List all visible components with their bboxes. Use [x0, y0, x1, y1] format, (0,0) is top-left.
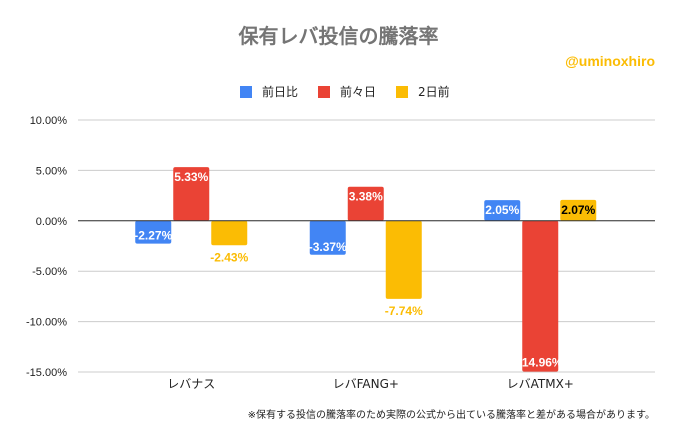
data-label: -7.74% — [385, 304, 423, 318]
legend: 前日比 前々日 2日前 — [240, 83, 450, 100]
y-tick-label: -10.00% — [26, 317, 67, 329]
legend-label: 前日比 — [262, 85, 299, 99]
data-label: -2.43% — [210, 250, 248, 264]
bar — [135, 220, 172, 244]
bar — [173, 167, 210, 221]
x-tick-label: レバATMX+ — [507, 377, 574, 391]
bar — [484, 200, 521, 221]
bar — [385, 220, 422, 299]
data-label: -2.27% — [134, 229, 172, 243]
author-handle: @uminoxhiro — [565, 53, 655, 69]
chart-title: 保有レバ投信の騰落率 — [238, 24, 439, 48]
legend-item: 前々日 — [318, 83, 376, 100]
y-tick-label: 0.00% — [36, 216, 67, 228]
x-tick-label: レバFANG+ — [333, 377, 399, 391]
legend-swatch — [240, 85, 252, 98]
data-label: 2.07% — [561, 203, 595, 217]
legend-swatch — [396, 85, 409, 98]
legend-item: 2日前 — [396, 83, 450, 100]
data-label: 5.33% — [174, 170, 208, 184]
legend-swatch — [318, 85, 331, 98]
bar — [522, 220, 559, 372]
data-label: -3.37% — [309, 240, 347, 254]
legend-item: 前日比 — [240, 83, 298, 100]
legend-label: 2日前 — [418, 85, 450, 99]
data-label: 2.05% — [485, 203, 519, 217]
bar — [560, 199, 597, 221]
y-tick-label: 5.00% — [36, 165, 67, 177]
y-tick-label: 10.00% — [30, 115, 68, 127]
legend-label: 前々日 — [340, 85, 377, 99]
bar — [347, 186, 384, 221]
footnote: ※保有する投信の騰落率のため実際の公式から出ている騰落率と差がある場合があります… — [247, 410, 655, 421]
data-label: 3.38% — [349, 190, 383, 204]
bar — [211, 220, 248, 246]
y-tick-label: -5.00% — [32, 266, 67, 278]
bar — [309, 220, 346, 255]
x-tick-label: レバナス — [167, 377, 215, 391]
y-tick-label: -15.00% — [26, 367, 67, 379]
data-label: -14.96% — [518, 356, 563, 370]
